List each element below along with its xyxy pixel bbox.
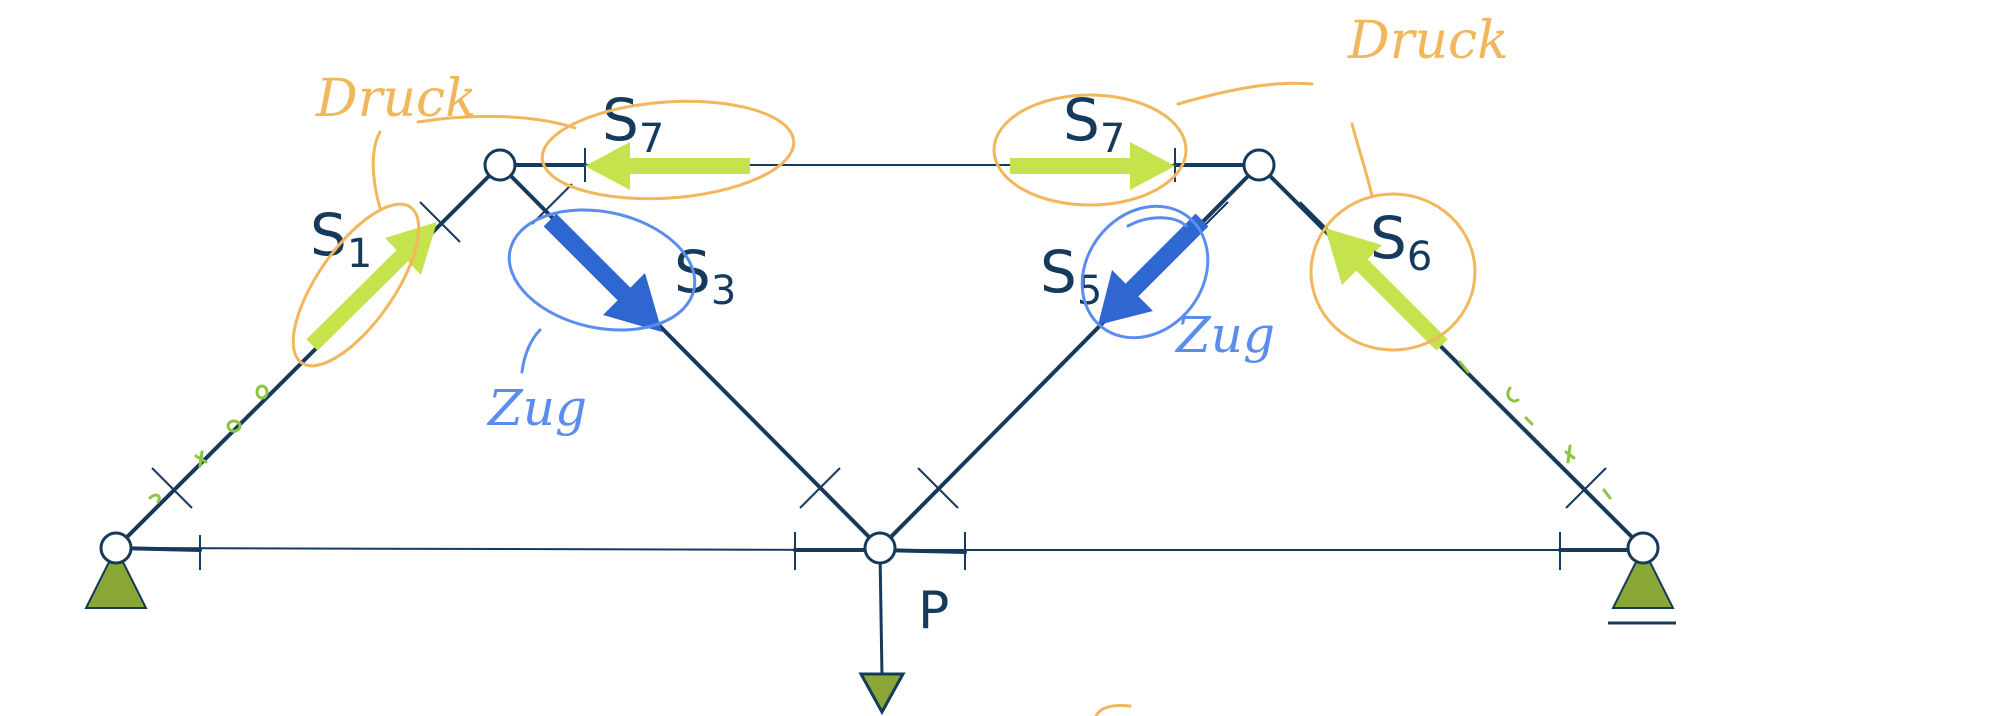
annotation-green-marks [148, 360, 1612, 504]
section-cut-marks [151, 148, 1607, 570]
circle-s1 [291, 202, 421, 368]
member-s1 [114, 163, 502, 550]
force-arrow-s1 [306, 222, 437, 351]
force-arrow-s7-left [585, 142, 750, 190]
load-arrow-p [858, 551, 906, 716]
joint-top-left [483, 148, 517, 182]
support-right [1608, 545, 1676, 625]
joint-left-support [99, 531, 133, 565]
label-s5: S5 [1040, 238, 1102, 314]
member-bottom-chord-left [115, 547, 881, 551]
force-arrow-s6 [1325, 228, 1448, 351]
force-arrow-s7-right [1010, 142, 1175, 190]
joint-right-support [1626, 531, 1660, 565]
annotation-compression: Druck Druck [291, 11, 1509, 716]
joint-top-right [1242, 148, 1276, 182]
support-left [84, 545, 148, 609]
annotation-druck-right: Druck [1347, 11, 1509, 71]
label-s1: S1 [310, 201, 372, 277]
joint-bottom-middle [863, 531, 897, 565]
annotation-zug-right: Zug [1174, 306, 1275, 364]
label-s6: S6 [1370, 204, 1432, 280]
member-labels: S1 S3 S5 S6 S7 S7 [310, 86, 1432, 314]
member-s6 [1257, 163, 1645, 550]
circle-s5 [1080, 204, 1210, 340]
annotation-zug-left: Zug [486, 379, 587, 437]
circle-s6 [1309, 192, 1477, 352]
label-s7-left: S7 [602, 86, 664, 162]
force-arrow-s3 [543, 213, 662, 332]
annotation-tension: Zug Zug [486, 204, 1275, 437]
force-arrow-s5 [1098, 213, 1209, 325]
label-s3: S3 [674, 238, 736, 314]
label-load-p: P [918, 581, 949, 641]
truss-joints [99, 148, 1660, 565]
annotation-druck-left: Druck [315, 69, 477, 129]
circle-s3 [507, 208, 697, 332]
circle-s7-right [992, 93, 1188, 207]
circle-s7-left [540, 99, 796, 201]
